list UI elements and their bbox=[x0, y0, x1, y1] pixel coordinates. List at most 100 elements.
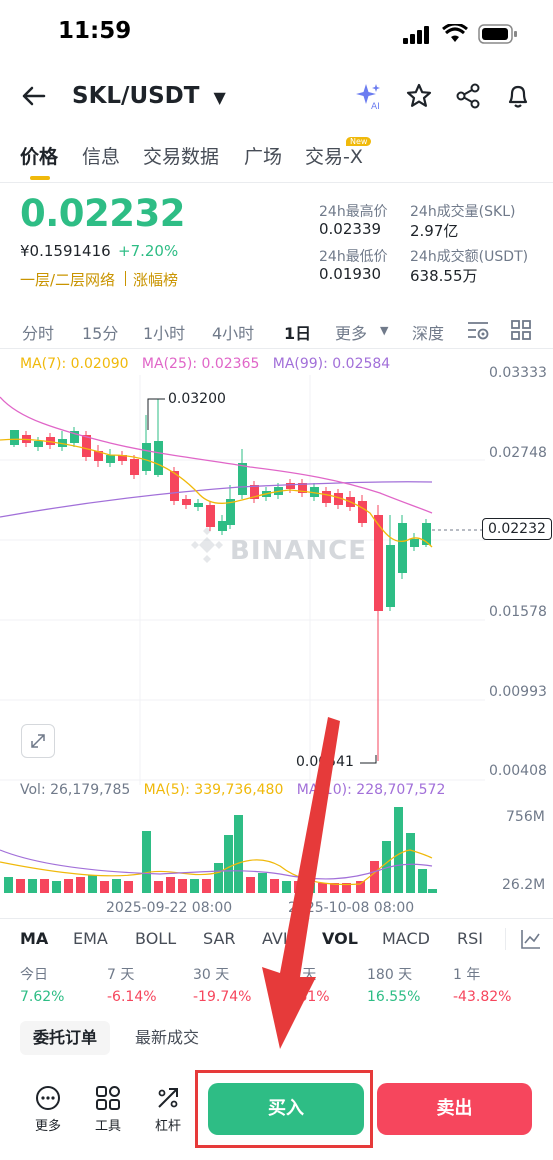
tab-latest-trades[interactable]: 最新成交 bbox=[135, 1028, 200, 1047]
battery-icon bbox=[478, 24, 518, 44]
indicator-sar[interactable]: SAR bbox=[203, 929, 236, 948]
star-favorite-icon[interactable] bbox=[405, 82, 433, 110]
price-axis-label: 0.02748 bbox=[489, 445, 547, 461]
pair-selector[interactable]: SKL/USDT ▼ bbox=[72, 83, 226, 109]
candle-body bbox=[226, 499, 235, 525]
volume-bar bbox=[370, 861, 379, 893]
interval-timeline[interactable]: 分时 bbox=[22, 324, 55, 343]
tab-info[interactable]: 信息 bbox=[82, 146, 121, 168]
vol-ma10-line bbox=[0, 849, 433, 880]
volume-bar bbox=[88, 875, 97, 893]
indicator-boll[interactable]: BOLL bbox=[135, 929, 177, 948]
interval-more[interactable]: 更多 bbox=[335, 324, 368, 343]
tab-trading-data[interactable]: 交易数据 bbox=[143, 146, 220, 168]
volume-legend: Vol: 26,179,785 MA(5): 339,736,480 MA(10… bbox=[20, 782, 445, 798]
indicator-macd[interactable]: MACD bbox=[382, 929, 430, 948]
indicator-ema[interactable]: EMA bbox=[73, 929, 108, 948]
vol-value: Vol: 26,179,785 bbox=[20, 782, 131, 798]
volume-bar bbox=[270, 879, 279, 893]
candle-body bbox=[250, 485, 259, 499]
ma99-legend: MA(99): 0.02584 bbox=[272, 356, 391, 372]
volume-bars bbox=[4, 807, 437, 893]
share-icon[interactable] bbox=[455, 82, 483, 110]
volume-bar bbox=[64, 879, 73, 893]
volume-bar bbox=[142, 831, 151, 893]
low-label: 24h最低价 bbox=[319, 249, 388, 265]
candle-body bbox=[94, 451, 103, 461]
high-marker-line bbox=[147, 398, 165, 430]
volume-bar bbox=[100, 881, 109, 893]
amount-value: 638.55万 bbox=[410, 267, 478, 285]
volume-bar bbox=[394, 807, 403, 893]
candle-body bbox=[182, 499, 191, 505]
indicator-vol[interactable]: VOL bbox=[322, 929, 358, 948]
volume-bar bbox=[428, 889, 437, 893]
tab-trade-x[interactable]: 交易-X bbox=[305, 146, 363, 168]
perf-label: 30 天 bbox=[193, 967, 230, 983]
volume-bar bbox=[112, 879, 121, 893]
back-arrow-icon[interactable] bbox=[20, 84, 48, 108]
price-axis-label: 0.00408 bbox=[489, 763, 547, 779]
perf-value: -6.14% bbox=[107, 989, 157, 1005]
tools-button[interactable]: 工具 bbox=[88, 1085, 128, 1134]
wifi-icon bbox=[442, 22, 468, 44]
candle-body bbox=[298, 483, 307, 493]
tab-order-book[interactable]: 委托订单 bbox=[20, 1021, 110, 1055]
volume-bar bbox=[166, 877, 175, 893]
vol-ma5: MA(5): 339,736,480 bbox=[143, 782, 284, 798]
high-value: 0.02339 bbox=[319, 220, 382, 238]
volume-bar bbox=[234, 815, 243, 893]
vol-ma10: MA(10): 228,707,572 bbox=[296, 782, 446, 798]
low-value: 0.01930 bbox=[319, 265, 382, 283]
perf-value: 16.55% bbox=[367, 989, 421, 1005]
ai-sparkle-icon[interactable]: AI bbox=[354, 82, 384, 112]
buy-button[interactable]: 买入 bbox=[208, 1083, 364, 1135]
candle-body bbox=[118, 455, 127, 461]
volume-bar bbox=[52, 881, 61, 893]
status-time: 11:59 bbox=[58, 18, 132, 44]
tag-layer-network[interactable]: 一层/二层网络 bbox=[20, 271, 116, 289]
interval-4h[interactable]: 4小时 bbox=[212, 324, 255, 343]
indicator-rsi[interactable]: RSI bbox=[457, 929, 483, 948]
bell-icon[interactable] bbox=[504, 82, 532, 110]
volume-label: 24h成交量(SKL) bbox=[410, 204, 516, 220]
interval-depth[interactable]: 深度 bbox=[412, 324, 445, 343]
volume-axis-label: 756M bbox=[506, 809, 545, 825]
new-badge: New bbox=[346, 137, 372, 146]
grid-layout-icon[interactable] bbox=[510, 319, 532, 341]
volume-bar bbox=[382, 841, 391, 893]
ma99-line bbox=[0, 481, 433, 518]
interval-1h[interactable]: 1小时 bbox=[143, 324, 186, 343]
volume-bar bbox=[124, 881, 133, 893]
leverage-button[interactable]: 杠杆 bbox=[148, 1085, 188, 1134]
more-button[interactable]: 更多 bbox=[28, 1085, 68, 1134]
chart-settings-icon[interactable] bbox=[466, 319, 490, 341]
current-price-tag: 0.02232 bbox=[482, 518, 552, 540]
indicator-settings-icon[interactable] bbox=[520, 928, 542, 950]
svg-text:AI: AI bbox=[371, 102, 380, 110]
active-tab-indicator bbox=[30, 176, 50, 180]
chart-bottom-divider bbox=[0, 918, 553, 919]
indicator-avl[interactable]: AVL bbox=[262, 929, 292, 948]
time-axis-label: 2025-09-22 08:00 bbox=[106, 900, 233, 916]
tag-gainers[interactable]: 涨幅榜 bbox=[133, 271, 179, 289]
candle-body bbox=[358, 501, 367, 523]
more-dots-icon bbox=[36, 1086, 60, 1110]
interval-15m[interactable]: 15分 bbox=[82, 324, 119, 343]
volume-bar bbox=[356, 881, 365, 893]
interval-1d[interactable]: 1日 bbox=[284, 324, 312, 343]
candlestick-chart[interactable] bbox=[0, 375, 553, 785]
indicator-ma[interactable]: MA bbox=[20, 929, 49, 948]
expand-chart-icon[interactable] bbox=[21, 724, 55, 758]
volume-bar bbox=[406, 833, 415, 893]
tab-square[interactable]: 广场 bbox=[244, 146, 283, 168]
pair-title: SKL/USDT bbox=[72, 83, 200, 109]
volume-bar bbox=[246, 877, 255, 893]
perf-label: 7 天 bbox=[107, 967, 135, 983]
volume-bar bbox=[282, 881, 291, 893]
tools-grid-icon bbox=[96, 1086, 120, 1110]
tab-price[interactable]: 价格 bbox=[20, 146, 59, 168]
candle-body bbox=[206, 505, 215, 527]
volume-bar bbox=[28, 879, 37, 893]
sell-button[interactable]: 卖出 bbox=[377, 1083, 532, 1135]
